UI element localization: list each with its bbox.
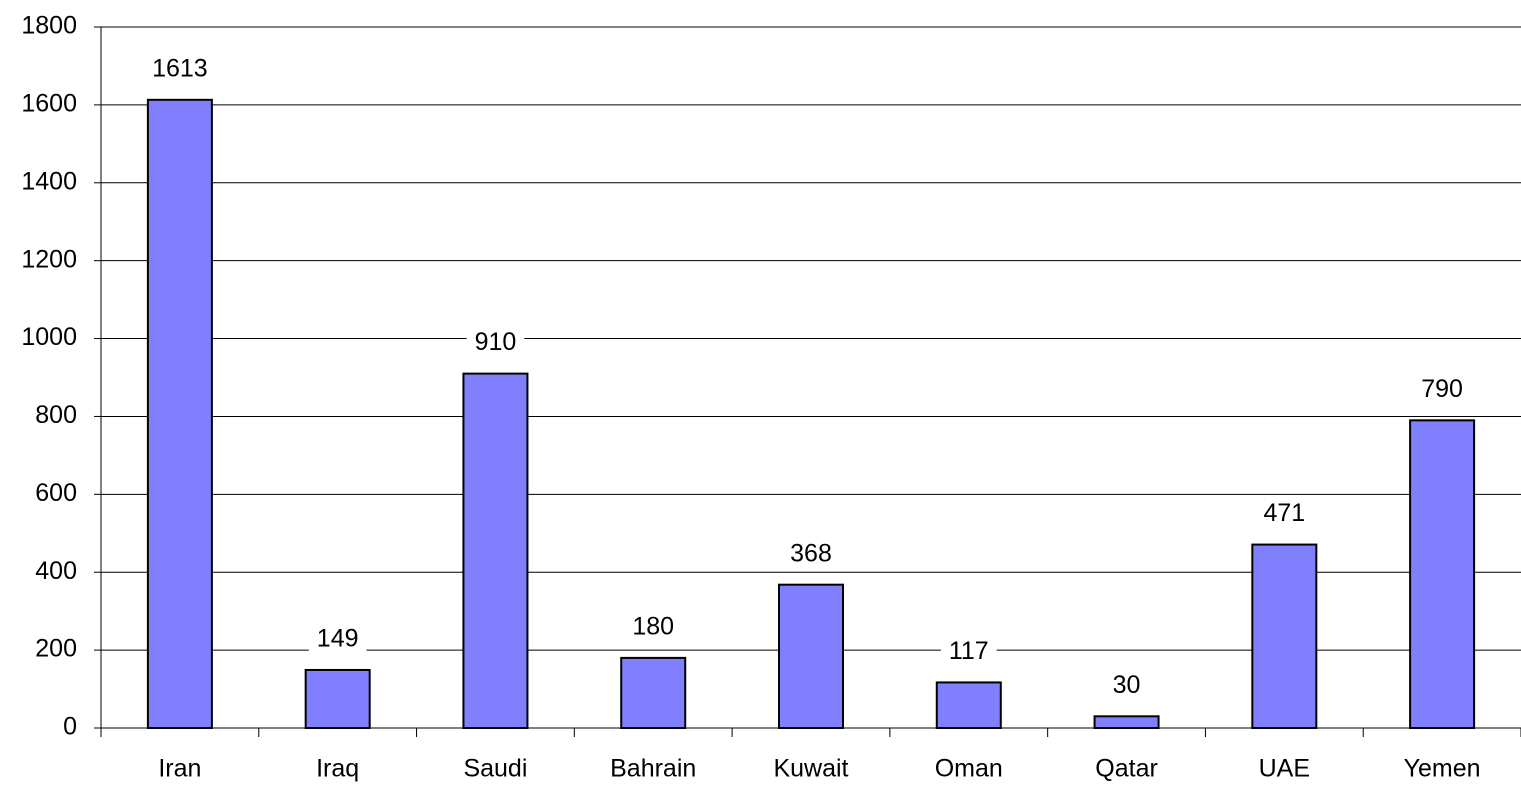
bar: [1093, 715, 1160, 729]
data-label-bg: [144, 53, 216, 86]
bar: [146, 98, 213, 729]
y-tick-label: 0: [63, 713, 77, 741]
y-tick-label: 1800: [21, 12, 77, 40]
x-tick-label: Qatar: [1095, 755, 1158, 783]
data-label-bg: [1104, 670, 1149, 703]
bar: [1251, 543, 1318, 729]
data-label: 180: [632, 613, 674, 641]
y-tick-label: 1200: [21, 245, 77, 273]
x-tick-label: Oman: [935, 755, 1003, 783]
x-tick-label: Kuwait: [773, 755, 848, 783]
data-label-bg: [1413, 374, 1471, 407]
data-label-bg: [624, 611, 683, 644]
data-label: 471: [1263, 499, 1305, 527]
x-tick-label: Saudi: [463, 755, 527, 783]
bar: [935, 681, 1002, 729]
bar: [462, 372, 529, 729]
data-label-bg: [940, 636, 997, 669]
x-tick-label: Iran: [158, 755, 201, 783]
x-tick-label: Yemen: [1404, 755, 1481, 783]
bar: [778, 583, 844, 729]
y-tick-label: 400: [35, 557, 77, 585]
data-label-bg: [782, 538, 840, 571]
data-label: 790: [1421, 375, 1463, 403]
data-label: 30: [1113, 671, 1141, 699]
bar: [304, 668, 371, 729]
y-tick-label: 1400: [21, 167, 77, 195]
y-tick-label: 800: [35, 401, 77, 429]
data-label: 149: [317, 625, 359, 653]
data-label: 1613: [152, 54, 208, 82]
data-label-bg: [1255, 498, 1314, 531]
data-label: 117: [949, 637, 989, 665]
data-label-bg: [308, 623, 367, 656]
y-tick-label: 1600: [21, 89, 77, 117]
x-tick-label: Bahrain: [610, 755, 696, 783]
y-tick-label: 200: [35, 635, 77, 663]
data-label: 368: [790, 539, 832, 567]
data-label-bg: [466, 327, 525, 360]
y-tick-label: 1000: [21, 323, 77, 351]
y-tick-label: 600: [35, 479, 77, 507]
data-label: 910: [475, 328, 517, 356]
x-tick-label: UAE: [1259, 755, 1310, 783]
bar: [620, 656, 687, 730]
x-tick-label: Iraq: [316, 755, 359, 783]
bar: [1409, 419, 1476, 729]
